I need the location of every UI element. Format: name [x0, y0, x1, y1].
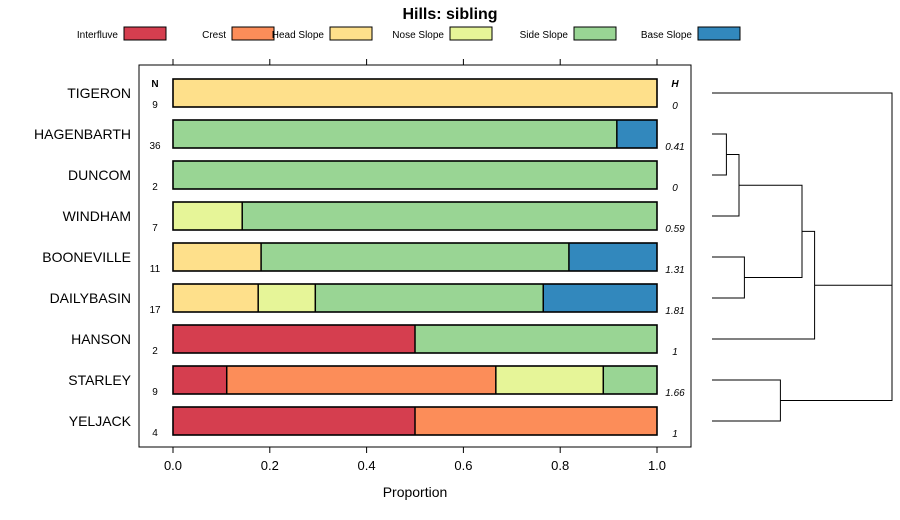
n-value: 9 [152, 100, 158, 111]
bar-outline [172, 365, 658, 395]
h-value: 1.81 [665, 306, 684, 317]
row-label: BOONEVILLE [42, 249, 131, 265]
x-tick-label: 0.0 [164, 458, 182, 473]
bar-segment [173, 79, 657, 107]
legend: Interfluve Crest Head Slope Nose Slope Side … [77, 26, 741, 41]
n-value: 9 [152, 387, 158, 398]
h-value: 0 [672, 183, 678, 194]
h-value: 0.59 [665, 224, 685, 235]
bar-segment [603, 366, 657, 394]
bar-outline [172, 201, 658, 231]
bar-segment [258, 284, 316, 312]
legend-label: Crest [202, 30, 226, 41]
bar-segment [173, 407, 415, 435]
n-value: 4 [152, 428, 158, 439]
x-tick-label: 1.0 [648, 458, 666, 473]
legend-label: Head Slope [272, 30, 325, 41]
bar-segment [242, 202, 657, 230]
bar-outline [172, 324, 658, 354]
bar-segment [226, 366, 496, 394]
legend-swatch [123, 26, 167, 41]
n-value: 2 [152, 346, 158, 357]
bar-outline [172, 119, 658, 149]
row-label: DAILYBASIN [50, 290, 131, 306]
bar-segment [315, 284, 544, 312]
bars [172, 78, 658, 436]
n-value: 11 [150, 264, 161, 275]
n-value: 36 [149, 141, 161, 152]
row-labels: TIGERON 9 0 HAGENBARTH 36 0.41 DUNCOM 2 0 WINDHAM… [34, 85, 685, 440]
bar-segment [173, 284, 259, 312]
bar-segment [616, 120, 657, 148]
dendrogram-branch [712, 230, 816, 340]
n-value: 2 [152, 182, 158, 193]
dendrogram-branch [712, 256, 745, 299]
row-label: HAGENBARTH [34, 126, 131, 142]
bar-outline [172, 242, 658, 272]
n-value: 7 [152, 223, 158, 234]
legend-swatch [449, 26, 493, 41]
x-tick-label: 0.6 [454, 458, 472, 473]
row-label: STARLEY [68, 372, 131, 388]
row-label: TIGERON [67, 85, 131, 101]
legend-swatch [329, 26, 373, 41]
bar-segment [173, 366, 227, 394]
bar-segment [173, 202, 243, 230]
x-axis-label: Proportion [383, 484, 448, 500]
bar-outline [172, 283, 658, 313]
legend-swatch [697, 26, 741, 41]
legend-label: Nose Slope [392, 30, 444, 41]
dendrogram-branch [739, 184, 803, 278]
bar-segment [173, 120, 617, 148]
bar-segment [543, 284, 657, 312]
bar-segment [173, 243, 262, 271]
bar-segment [261, 243, 569, 271]
x-tick-label: 0.8 [551, 458, 569, 473]
row-label: YELJACK [69, 413, 132, 429]
bar-segment [415, 325, 657, 353]
h-value: 1.31 [665, 265, 684, 276]
dendrogram [712, 92, 893, 422]
h-value: 1.66 [665, 388, 685, 399]
plot-frame [138, 64, 692, 448]
legend-label: Side Slope [520, 30, 569, 41]
bar-outline [172, 406, 658, 436]
x-tick-label: 0.4 [358, 458, 376, 473]
h-value: 0.41 [665, 142, 684, 153]
bar-segment [568, 243, 657, 271]
legend-label: Interfluve [77, 30, 119, 41]
dendrogram-branch [780, 189, 893, 401]
bar-outline [172, 160, 658, 190]
legend-swatch [231, 26, 275, 41]
bar-segment [415, 407, 657, 435]
bar-outline [172, 78, 658, 108]
h-header: H [671, 79, 679, 90]
legend-label: Base Slope [641, 30, 693, 41]
n-value: 17 [149, 305, 161, 316]
chart-title: Hills: sibling [402, 6, 497, 23]
bar-segment [173, 325, 415, 353]
bar-segment [173, 161, 657, 189]
h-value: 0 [672, 101, 678, 112]
row-label: WINDHAM [63, 208, 131, 224]
h-value: 1 [672, 347, 678, 358]
x-axis: 0.0 0.2 0.4 0.6 0.8 1.0 [164, 59, 666, 473]
dendrogram-branch [712, 133, 727, 176]
legend-swatch [573, 26, 617, 41]
h-value: 1 [672, 429, 678, 440]
bar-segment [495, 366, 604, 394]
x-tick-label: 0.2 [261, 458, 279, 473]
n-header: N [151, 79, 158, 90]
row-label: DUNCOM [68, 167, 131, 183]
dendrogram-branch [712, 379, 781, 422]
row-label: HANSON [71, 331, 131, 347]
dendrogram-branch [712, 154, 740, 217]
